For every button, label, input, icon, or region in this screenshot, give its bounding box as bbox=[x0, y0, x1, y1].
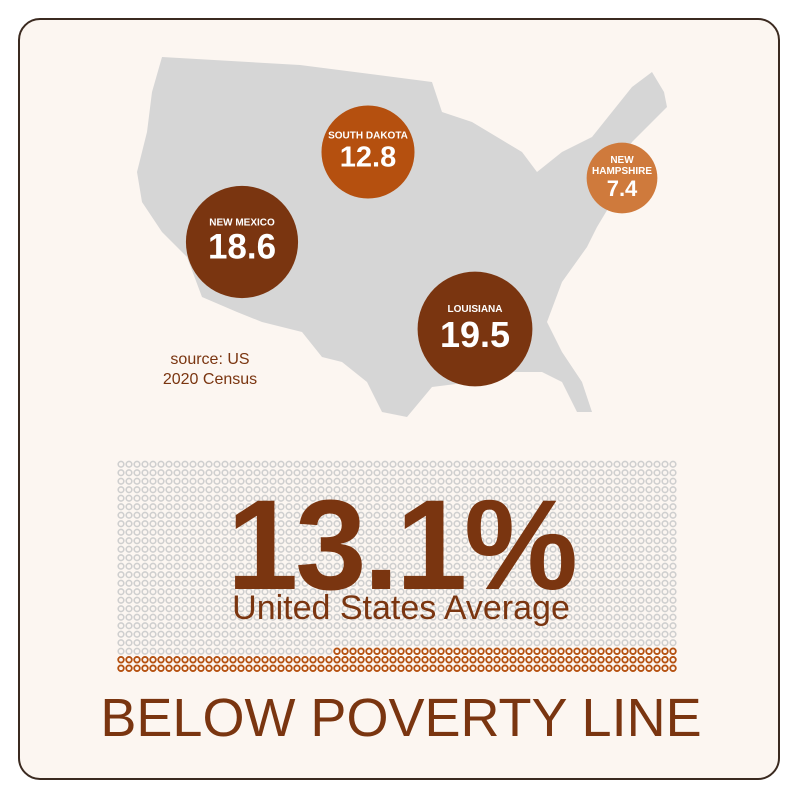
bubble-label: SOUTH DAKOTA 12.8 bbox=[328, 130, 408, 174]
footer-title: BELOW POVERTY LINE bbox=[100, 688, 702, 748]
state-name: NEW MEXICO bbox=[209, 217, 275, 229]
source-line: source: US bbox=[170, 351, 250, 368]
state-bubble bbox=[586, 142, 658, 214]
source-note: source: US 2020 Census bbox=[140, 350, 280, 390]
state-bubble bbox=[321, 105, 415, 199]
dot-grid-highlight bbox=[333, 647, 677, 656]
state-bubble bbox=[185, 185, 299, 299]
source-line: 2020 Census bbox=[162, 371, 258, 388]
bubble-label: LOUISIANA 19.5 bbox=[435, 303, 515, 355]
dot-grid bbox=[117, 460, 677, 672]
state-value: 12.8 bbox=[339, 141, 397, 174]
dot-grid-highlight bbox=[117, 656, 677, 673]
state-value: 7.4 bbox=[606, 175, 638, 201]
state-name: LOUISIANA bbox=[447, 303, 503, 315]
headline-value: 13.1% bbox=[227, 474, 578, 617]
headline-caption: United States Average bbox=[232, 589, 570, 627]
artwork bbox=[117, 57, 677, 673]
state-name: SOUTH DAKOTA bbox=[328, 130, 408, 142]
state-value: 18.6 bbox=[207, 226, 277, 266]
bubble-label: NEW HAMPSHIRE 7.4 bbox=[592, 154, 653, 201]
bubble-label: NEW MEXICO 18.6 bbox=[197, 218, 287, 265]
state-bubble bbox=[417, 271, 533, 387]
us-map bbox=[137, 57, 667, 417]
state-name: NEW HAMPSHIRE bbox=[592, 154, 653, 177]
state-value: 19.5 bbox=[439, 313, 511, 355]
infographic-card: source: US 2020 Census 13.1% United Stat… bbox=[18, 18, 780, 780]
